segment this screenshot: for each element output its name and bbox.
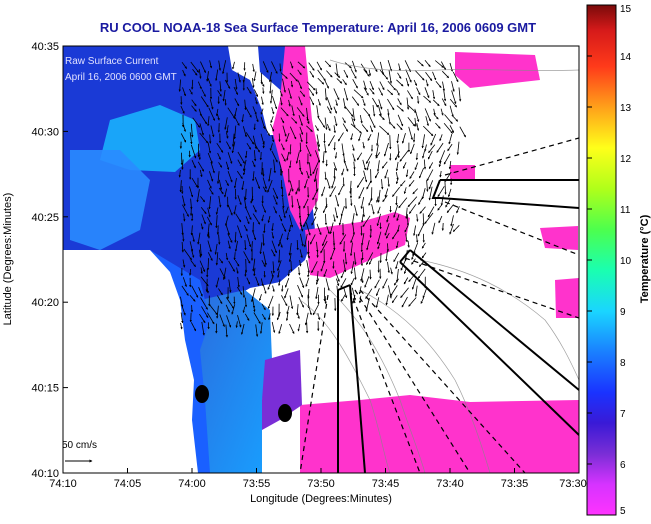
current-vector [361,226,362,236]
current-vector [307,322,308,333]
colorbar-label: Temperature (°C) [639,214,651,303]
colorbar-tick-label: 8 [620,358,626,369]
current-vector [388,243,389,251]
current-vector [192,214,193,221]
colorbar-tick-label: 5 [620,506,626,517]
current-vector [371,231,372,237]
station-marker-1 [195,385,209,403]
colorbar-tick-label: 10 [620,256,632,267]
coastal-blue [200,290,272,473]
current-vector [333,261,334,268]
y-tick-label: 40:15 [31,383,59,395]
colorbar-tick-label: 6 [620,460,626,471]
x-axis-label: Longitude (Degrees:Minutes) [250,493,392,505]
current-vector [443,223,444,231]
current-vector [264,271,265,277]
current-vector [255,124,256,130]
chart-title: RU COOL NOAA-18 Sea Surface Temperature:… [100,20,536,35]
colorbar-tick-label: 7 [620,409,626,420]
colorbar-tick-label: 12 [620,154,632,165]
y-axis-label: Latitude (Degrees:Minutes) [2,193,14,326]
y-tick-label: 40:30 [31,126,59,138]
sst-field [63,46,579,473]
current-vector [261,152,262,160]
colorbar-tick-label: 15 [620,4,632,15]
station-marker-2 [278,404,292,422]
colorbar-tick-label: 11 [620,205,631,216]
x-tick-label: 74:00 [178,478,206,490]
current-vector [308,206,309,216]
colorbar-tick-label: 9 [620,307,626,318]
warm-water-south [300,395,579,473]
current-vector [335,142,336,150]
x-tick-label: 73:40 [436,478,464,490]
y-tick-label: 40:10 [31,468,59,480]
colorbar-tick-label: 14 [620,52,632,63]
legend-line-1: Raw Surface Current [65,56,159,67]
warm-patch-e1 [540,226,578,250]
y-tick-label: 40:20 [31,297,59,309]
x-tick-label: 74:05 [114,478,142,490]
y-tick-label: 40:35 [31,41,59,53]
scale-label: 50 cm/s [62,440,97,451]
current-vector [417,153,418,160]
warm-patch-e2 [555,278,579,318]
legend-line-2: April 16, 2006 0600 GMT [65,72,177,83]
colorbar-tick-label: 13 [620,103,632,114]
x-tick-label: 73:45 [372,478,400,490]
x-tick-label: 73:30 [559,478,587,490]
y-tick-label: 40:25 [31,212,59,224]
x-tick-label: 73:50 [307,478,335,490]
x-tick-label: 73:55 [243,478,271,490]
x-tick-label: 73:35 [501,478,529,490]
current-vector [351,199,352,206]
